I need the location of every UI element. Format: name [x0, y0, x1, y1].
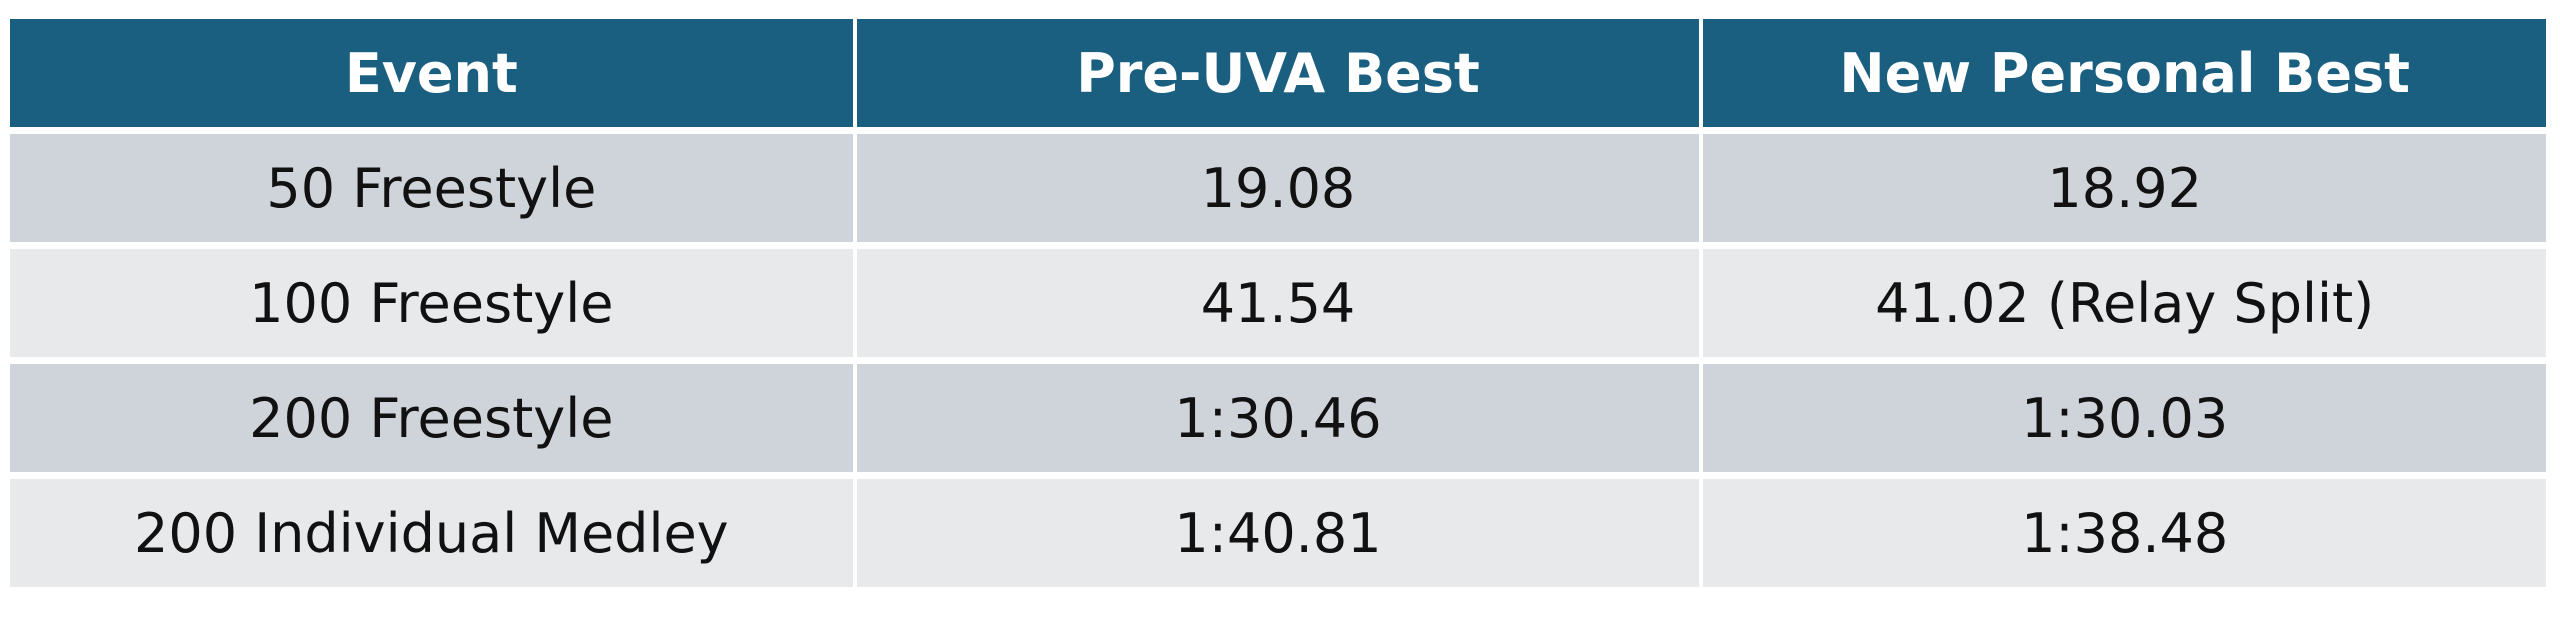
table-row: 200 Individual Medley 1:40.81 1:38.48: [10, 479, 2546, 587]
table-cell: 100 Freestyle: [10, 249, 853, 357]
table-row: 200 Freestyle 1:30.46 1:30.03: [10, 364, 2546, 472]
table-body: 50 Freestyle 19.08 18.92 100 Freestyle 41.54…: [10, 134, 2546, 587]
table-cell: 41.54: [856, 249, 1700, 357]
table-row: 50 Freestyle 19.08 18.92: [10, 134, 2546, 242]
table-cell: 1:30.46: [856, 364, 1700, 472]
table-row: 100 Freestyle 41.54 41.02 (Relay Split): [10, 249, 2546, 357]
table-cell: 1:38.48: [1703, 479, 2546, 587]
header-cell: Pre-UVA Best: [856, 19, 1700, 127]
table-cell: 19.08: [856, 134, 1700, 242]
table-cell: 200 Individual Medley: [10, 479, 853, 587]
header-cell: New Personal Best: [1703, 19, 2546, 127]
table-cell: 18.92: [1703, 134, 2546, 242]
header-row: Event Pre-UVA Best New Personal Best: [10, 19, 2546, 127]
table-cell: 50 Freestyle: [10, 134, 853, 242]
table-header: Event Pre-UVA Best New Personal Best: [10, 19, 2546, 127]
table-cell: 200 Freestyle: [10, 364, 853, 472]
results-table: Event Pre-UVA Best New Personal Best 50 Fr…: [6, 12, 2550, 594]
table-cell: 1:40.81: [856, 479, 1700, 587]
table-cell: 1:30.03: [1703, 364, 2546, 472]
header-cell: Event: [10, 19, 853, 127]
table-cell: 41.02 (Relay Split): [1703, 249, 2546, 357]
